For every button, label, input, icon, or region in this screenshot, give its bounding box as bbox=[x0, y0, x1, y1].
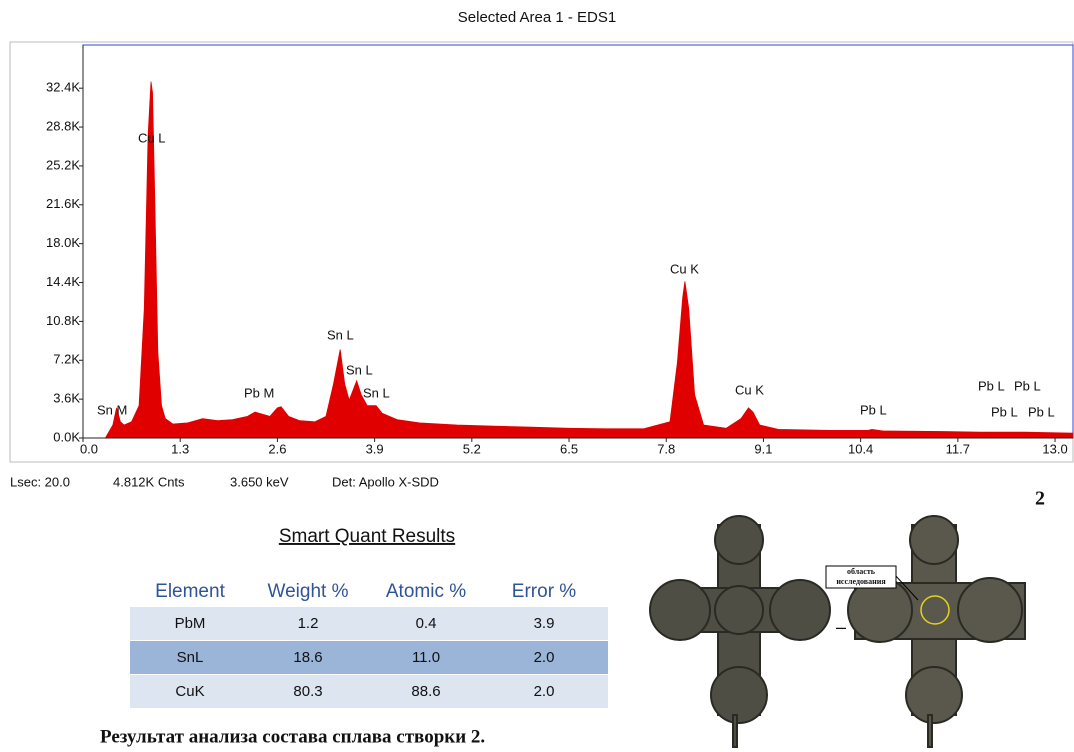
x-tick-label: 0.0 bbox=[80, 441, 98, 456]
peak-label: Cu L bbox=[138, 130, 165, 145]
table-header: Weight % bbox=[268, 581, 349, 602]
cross-front bbox=[649, 515, 831, 748]
stat: 4.812K Cnts bbox=[113, 474, 185, 489]
x-tick-label: 7.8 bbox=[657, 441, 675, 456]
photo: – область исследования bbox=[649, 515, 1026, 748]
peak-label: Pb L bbox=[991, 404, 1018, 419]
table-cell: PbM bbox=[175, 615, 206, 632]
y-tick-label: 28.8K bbox=[46, 118, 80, 133]
y-tick-label: 32.4K bbox=[46, 80, 80, 95]
dash: – bbox=[836, 617, 846, 637]
y-tick-label: 3.6K bbox=[53, 391, 80, 406]
table-cell: 2.0 bbox=[534, 649, 555, 666]
figure-number: 2 bbox=[1035, 488, 1045, 510]
chart-title: Selected Area 1 - EDS1 bbox=[458, 9, 616, 26]
table-cell: 3.9 bbox=[534, 615, 555, 632]
peak-label: Sn L bbox=[346, 362, 373, 377]
spectrum bbox=[104, 81, 1074, 439]
peak-label: Sn L bbox=[327, 327, 354, 342]
x-tick-label: 11.7 bbox=[946, 441, 970, 456]
peak-label: Pb L bbox=[1014, 378, 1041, 393]
x-tick-label: 5.2 bbox=[463, 441, 481, 456]
stat: 3.650 keV bbox=[230, 474, 289, 489]
y-tick-label: 25.2K bbox=[46, 157, 80, 172]
table-row bbox=[130, 675, 608, 708]
photo-label: область bbox=[847, 567, 876, 576]
pointer bbox=[894, 574, 919, 601]
y-tick-label: 10.8K bbox=[46, 313, 80, 328]
table-cell: 0.4 bbox=[416, 615, 437, 632]
peak-label: Pb L bbox=[1028, 404, 1055, 419]
peak-label: Sn M bbox=[97, 402, 127, 417]
plot-border bbox=[82, 44, 1074, 439]
y-tick-label: 21.6K bbox=[46, 196, 80, 211]
peak-label: Cu K bbox=[735, 382, 764, 397]
table-header: Error % bbox=[512, 581, 577, 602]
cross-back bbox=[847, 515, 1026, 748]
table-title: Smart Quant Results bbox=[279, 526, 455, 547]
stat: Det: Apollo X-SDD bbox=[332, 474, 439, 489]
label-box bbox=[825, 565, 897, 589]
stat: Lsec: 20.0 bbox=[10, 474, 70, 489]
y-tick-label: 0.0K bbox=[53, 429, 80, 444]
table-cell: 1.2 bbox=[298, 615, 319, 632]
x-tick-label: 1.3 bbox=[171, 441, 189, 456]
peak-label: Pb M bbox=[244, 385, 274, 400]
peak-label: Cu K bbox=[670, 261, 699, 276]
peak-label: Pb L bbox=[978, 378, 1005, 393]
table-cell: 18.6 bbox=[293, 649, 322, 666]
table-cell: CuK bbox=[175, 683, 204, 700]
y-tick-label: 7.2K bbox=[53, 352, 80, 367]
y-tick-label: 18.0K bbox=[46, 235, 80, 250]
table-cell: 11.0 bbox=[412, 649, 440, 666]
table-row bbox=[130, 641, 608, 674]
table-cell: 88.6 bbox=[411, 683, 440, 700]
photo-label: исследования bbox=[836, 577, 886, 586]
peak-label: Pb L bbox=[860, 402, 887, 417]
caption: Результат анализа состава сплава створки… bbox=[100, 726, 485, 747]
chart-frame bbox=[9, 41, 1074, 463]
x-tick-label: 10.4 bbox=[848, 441, 873, 456]
table-row bbox=[130, 607, 608, 640]
x-tick-label: 9.1 bbox=[754, 441, 772, 456]
x-tick-label: 3.9 bbox=[366, 441, 384, 456]
table-cell: SnL bbox=[177, 649, 204, 666]
table-header: Atomic % bbox=[386, 581, 466, 602]
peak-label: Sn L bbox=[363, 385, 390, 400]
table-cell: 80.3 bbox=[293, 683, 322, 700]
table-cell: 2.0 bbox=[534, 683, 555, 700]
study-area bbox=[920, 595, 950, 625]
x-tick-label: 2.6 bbox=[268, 441, 286, 456]
y-tick-label: 14.4K bbox=[46, 274, 80, 289]
table-header: Element bbox=[155, 581, 225, 602]
x-tick-label: 13.0 bbox=[1042, 441, 1067, 456]
x-tick-label: 6.5 bbox=[560, 441, 578, 456]
